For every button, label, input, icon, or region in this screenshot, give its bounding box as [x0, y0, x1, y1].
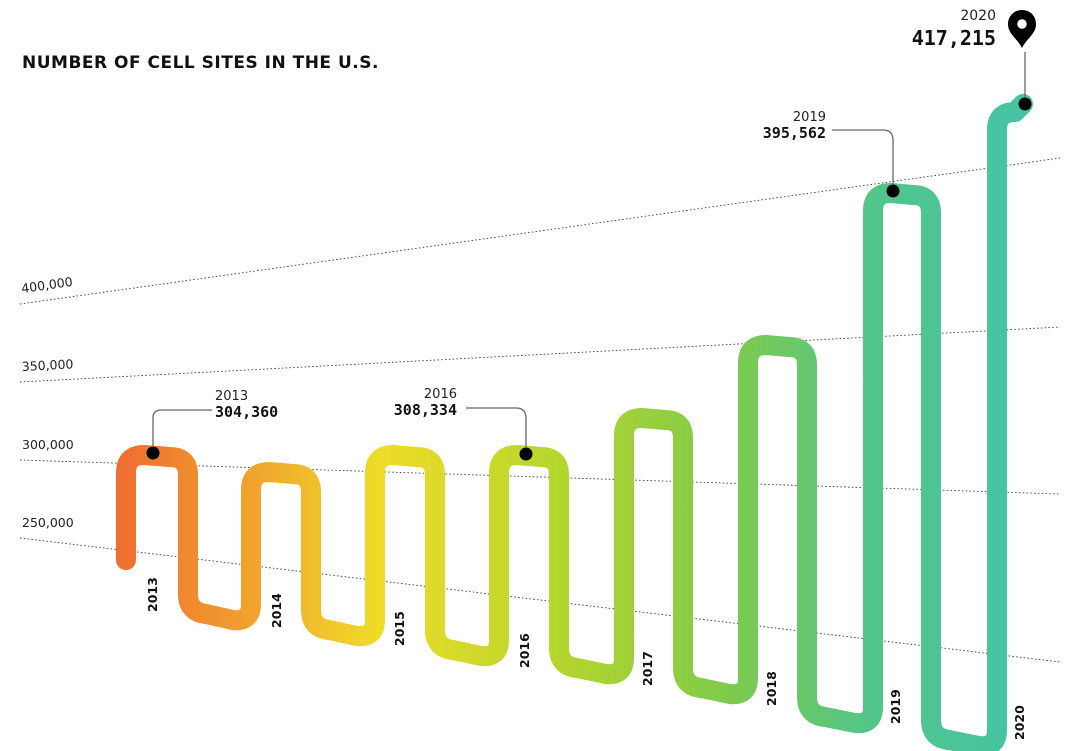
x-tick-label: 2014 [269, 593, 284, 628]
x-tick-label: 2015 [392, 611, 407, 646]
callout-year: 2020 [960, 8, 996, 24]
x-tick-label: 2016 [517, 633, 532, 668]
gridline [19, 459, 1061, 495]
gridline-label: 350,000 [21, 356, 73, 374]
callout-leader [152, 409, 212, 447]
data-point-2020 [1018, 97, 1032, 111]
callout-value: 308,334 [394, 401, 457, 419]
ribbon [116, 94, 1033, 751]
callout-year: 2019 [793, 110, 826, 125]
gridline-label: 300,000 [22, 437, 74, 452]
year-labels: 2013 2014 2015 2016 2017 2018 2019 2020 [145, 577, 1027, 740]
x-tick-label: 2020 [1012, 705, 1027, 740]
gridline-label: 400,000 [20, 274, 73, 296]
data-point-2016 [519, 447, 533, 461]
gridlines: 250,000 300,000 350,000 400,000 [19, 157, 1061, 663]
callout-year: 2016 [424, 387, 457, 402]
data-point-2013 [146, 446, 160, 460]
callout-value: 395,562 [763, 124, 826, 142]
x-tick-label: 2019 [888, 689, 903, 724]
gridline-label: 250,000 [22, 515, 74, 530]
x-tick-label: 2018 [764, 671, 779, 706]
map-pin-icon [1008, 10, 1036, 48]
data-point-2019 [886, 184, 900, 198]
gridline [19, 157, 1061, 305]
callout-value: 417,215 [912, 26, 996, 50]
callout-leader [466, 407, 527, 447]
callout-year: 2013 [215, 389, 248, 404]
chart-title: NUMBER OF CELL SITES IN THE U.S. [22, 53, 379, 73]
gridline [19, 326, 1061, 383]
series-ribbon [116, 94, 1033, 751]
x-tick-label: 2017 [640, 651, 655, 686]
callout-leader [832, 129, 894, 184]
gridline [19, 537, 1061, 663]
callout-value: 304,360 [215, 403, 278, 421]
x-tick-label: 2013 [145, 577, 160, 612]
